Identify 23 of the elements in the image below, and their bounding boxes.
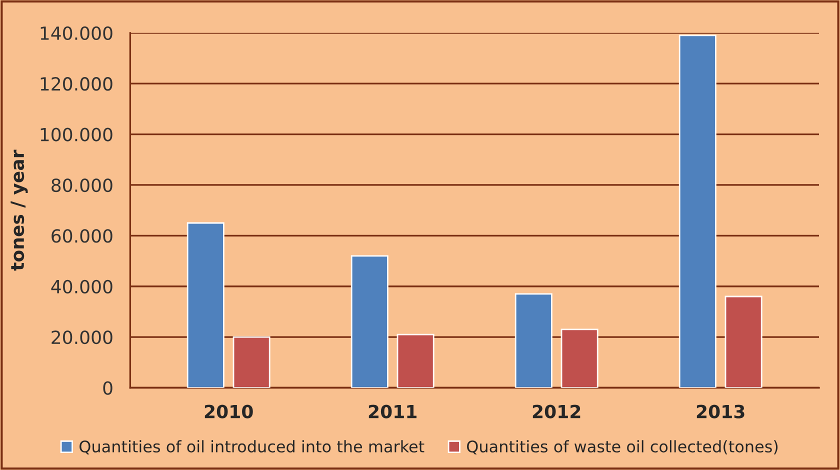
bar: [560, 328, 598, 388]
bar: [678, 34, 716, 388]
bar: [232, 336, 270, 388]
y-tick-label: 100.000: [40, 128, 112, 142]
y-tick-label: 0: [103, 381, 112, 395]
y-tick-label: 20.000: [52, 330, 112, 344]
x-tick-label: 2011: [368, 404, 416, 418]
y-tick-label: 60.000: [52, 229, 112, 243]
legend-label: Quantities of waste oil collected(tones): [467, 440, 778, 454]
bar: [724, 296, 762, 388]
bar: [350, 255, 388, 388]
x-tick-label: 2013: [696, 404, 744, 418]
y-tick-label: 80.000: [52, 178, 112, 192]
x-tick-label: 2012: [532, 404, 580, 418]
bar: [514, 293, 552, 388]
y-axis-title: tones / year: [10, 150, 28, 271]
bar: [396, 334, 434, 388]
y-tick-label: 40.000: [51, 280, 112, 294]
y-tick-label: 140.000: [40, 26, 112, 40]
legend-label: Quantities of oil introduced into the market: [80, 440, 424, 454]
y-tick-label: 120.000: [40, 77, 112, 91]
bar: [186, 222, 224, 388]
x-tick-label: 2010: [204, 404, 253, 418]
